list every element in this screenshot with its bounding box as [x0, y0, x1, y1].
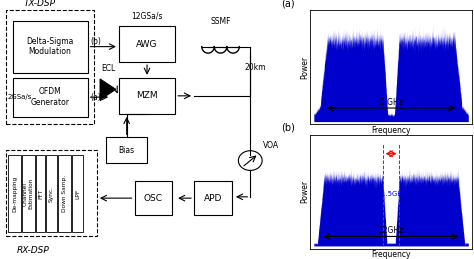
Bar	[106, 137, 147, 163]
Bar	[194, 181, 231, 215]
Text: De-mapping: De-mapping	[12, 176, 17, 212]
Text: 2 GHz: 2 GHz	[380, 98, 402, 107]
X-axis label: Frequency: Frequency	[371, 126, 411, 135]
X-axis label: Frequency: Frequency	[371, 250, 411, 259]
Text: TX-DSP: TX-DSP	[24, 0, 55, 8]
Text: ECL: ECL	[101, 63, 115, 73]
Text: OSC: OSC	[144, 194, 163, 203]
Y-axis label: Power: Power	[300, 56, 309, 79]
Text: OFDM
Generator: OFDM Generator	[30, 88, 70, 107]
Text: Sync.: Sync.	[49, 186, 54, 202]
Text: APD: APD	[203, 194, 222, 203]
Text: Down Samp.: Down Samp.	[62, 175, 67, 212]
Text: (a): (a)	[90, 93, 101, 102]
Bar	[22, 155, 35, 232]
Text: MZM: MZM	[136, 91, 158, 100]
Bar	[46, 155, 56, 232]
Text: 20km: 20km	[244, 63, 265, 72]
Bar	[119, 78, 175, 114]
Bar	[135, 181, 172, 215]
Bar	[57, 155, 71, 232]
Text: 12GHz: 12GHz	[378, 226, 404, 235]
Text: VOA: VOA	[264, 141, 280, 150]
Text: AWG: AWG	[137, 40, 158, 48]
Text: Delta-Sigma
Modulation: Delta-Sigma Modulation	[27, 37, 74, 56]
Text: ~1.5GHz: ~1.5GHz	[375, 191, 407, 197]
Text: 2GSa/s: 2GSa/s	[8, 94, 32, 100]
Bar	[8, 155, 21, 232]
Text: RX-DSP: RX-DSP	[17, 246, 50, 255]
Text: (b): (b)	[90, 37, 101, 46]
Y-axis label: Power: Power	[300, 180, 309, 203]
Text: Bias: Bias	[118, 146, 135, 155]
Bar	[12, 78, 88, 117]
Bar	[12, 21, 88, 73]
Bar	[6, 150, 97, 236]
Text: (a): (a)	[282, 0, 295, 8]
Text: Channel
Estimation: Channel Estimation	[23, 178, 34, 209]
Bar	[72, 155, 82, 232]
Text: (b): (b)	[282, 123, 295, 132]
Bar	[36, 155, 46, 232]
Text: LPF: LPF	[75, 189, 80, 199]
Polygon shape	[100, 79, 116, 100]
Text: 12GSa/s: 12GSa/s	[131, 12, 163, 21]
Bar	[6, 10, 94, 124]
Text: FFT: FFT	[38, 189, 43, 199]
Bar	[119, 26, 175, 62]
Text: SSMF: SSMF	[210, 17, 231, 26]
